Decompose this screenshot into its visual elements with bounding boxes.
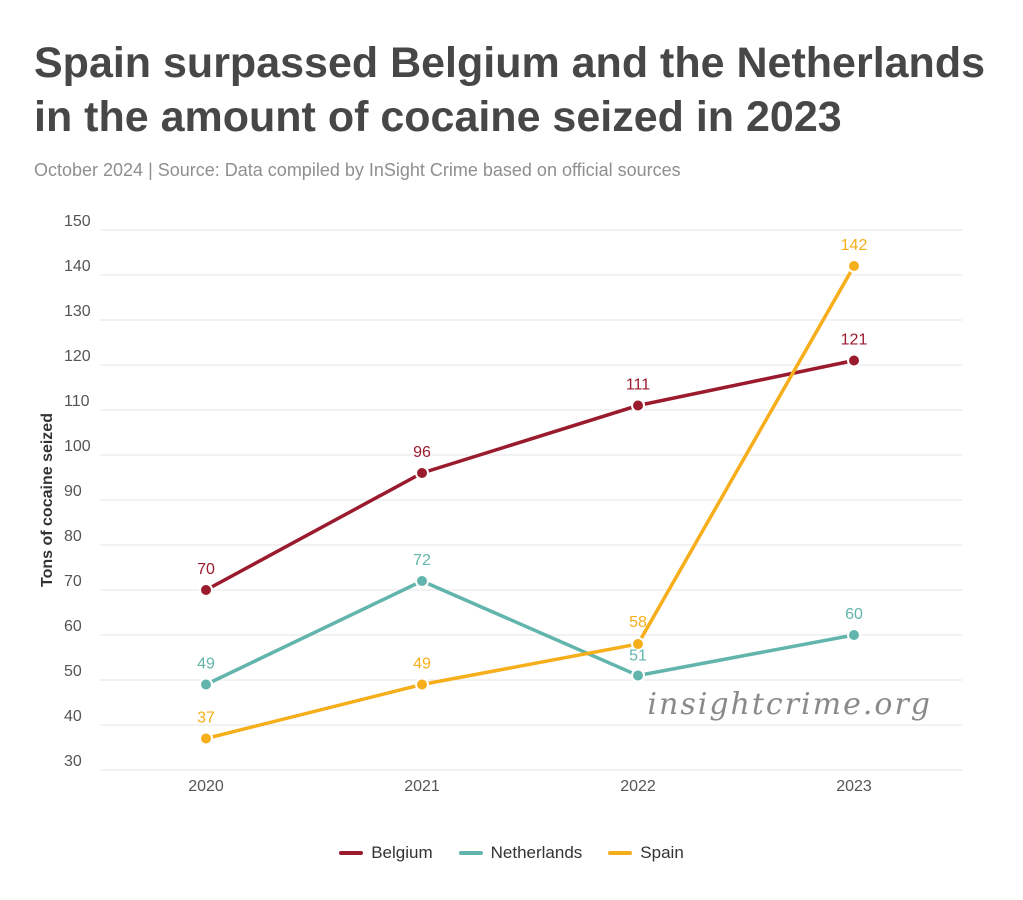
data-point-belgium[interactable] (415, 466, 429, 480)
grid-lines (100, 229, 962, 771)
data-point-spain[interactable] (415, 677, 429, 692)
data-point-belgium[interactable] (199, 583, 213, 597)
data-labels: 70 96 111 121 49 72 51 60 37 49 58 142 (197, 237, 867, 727)
y-tick-label: 150 (64, 213, 91, 230)
y-tick-label: 130 (64, 303, 91, 320)
legend-swatch (458, 851, 483, 855)
x-tick-label: 2022 (620, 778, 656, 795)
data-label-netherlands: 60 (845, 606, 863, 623)
data-point-spain[interactable] (847, 259, 861, 273)
data-label-belgium: 70 (197, 561, 215, 578)
legend-item-spain[interactable]: Spain (608, 843, 684, 863)
y-tick-label: 40 (64, 708, 82, 725)
y-tick-label: 120 (64, 348, 91, 365)
x-tick-label: 2020 (188, 778, 224, 795)
legend-label: Netherlands (490, 843, 583, 862)
y-tick-label: 50 (64, 663, 82, 680)
data-point-netherlands[interactable] (631, 668, 645, 683)
data-label-belgium: 111 (626, 377, 650, 394)
chart-subtitle: October 2024 | Source: Data compiled by … (34, 160, 681, 180)
series-lines (199, 259, 861, 746)
y-tick-label: 100 (64, 438, 91, 455)
series-line-netherlands (204, 579, 856, 687)
data-label-belgium: 96 (413, 444, 431, 461)
series-line-belgium (204, 358, 856, 592)
legend-swatch (608, 851, 633, 855)
data-label-spain: 58 (629, 614, 647, 631)
y-tick-label: 90 (64, 483, 82, 500)
data-label-netherlands: 51 (629, 648, 647, 665)
y-tick-label: 60 (64, 618, 82, 635)
y-axis-ticks: 30 40 50 60 70 80 90 100 110 120 130 140 150 (64, 213, 91, 770)
y-tick-label: 30 (64, 753, 82, 770)
legend-swatch (339, 851, 364, 855)
data-point-belgium[interactable] (631, 398, 645, 413)
data-point-netherlands[interactable] (199, 677, 213, 692)
legend-label: Spain (640, 843, 684, 862)
y-axis-label: Tons of cocaine seized (39, 413, 56, 587)
x-tick-label: 2023 (836, 778, 872, 795)
data-label-spain: 37 (197, 710, 215, 727)
legend-label: Belgium (371, 843, 433, 862)
data-label-netherlands: 72 (413, 552, 431, 569)
series-line-spain (204, 264, 856, 741)
x-tick-label: 2021 (404, 778, 440, 795)
data-label-netherlands: 49 (197, 656, 215, 673)
data-point-spain[interactable] (199, 731, 213, 746)
legend-item-netherlands[interactable]: Netherlands (458, 843, 583, 863)
y-tick-label: 80 (64, 528, 82, 545)
data-label-spain: 49 (413, 656, 431, 673)
y-tick-label: 70 (64, 573, 82, 590)
legend-item-belgium[interactable]: Belgium (339, 843, 433, 863)
data-point-netherlands[interactable] (415, 574, 429, 588)
y-tick-label: 110 (64, 393, 90, 410)
watermark-logo: insightcrime.org (647, 687, 932, 722)
y-tick-label: 140 (64, 258, 91, 275)
data-point-netherlands[interactable] (847, 628, 861, 642)
data-point-spain[interactable] (631, 637, 645, 651)
data-label-spain: 142 (841, 237, 868, 254)
legend: Belgium Netherlands Spain (0, 843, 1023, 863)
data-label-belgium: 121 (841, 332, 868, 349)
x-axis-ticks: 2020 2021 2022 2023 (188, 778, 872, 795)
data-point-belgium[interactable] (847, 353, 861, 368)
chart-title: Spain surpassed Belgium and the Netherla… (34, 39, 985, 141)
